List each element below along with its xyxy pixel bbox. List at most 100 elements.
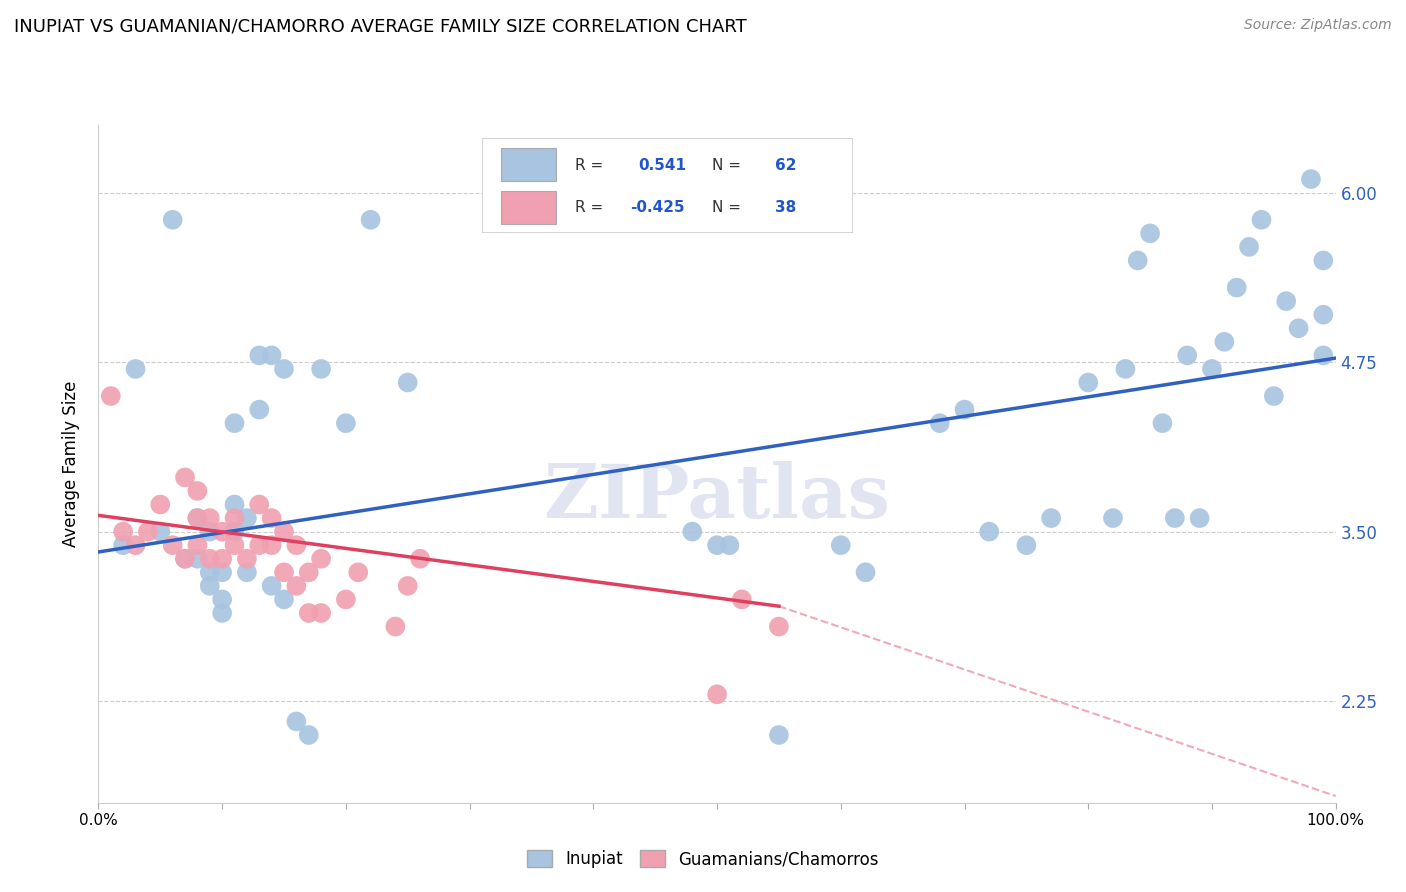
Point [186,511,208,525]
Point [298,566,321,580]
Y-axis label: Average Family Size: Average Family Size [62,381,80,547]
Point [260,511,283,525]
Point [112,538,135,552]
Point [124,538,146,552]
Point [335,592,357,607]
Point [1288,321,1310,335]
Point [309,362,332,376]
Point [260,348,283,362]
Point [124,362,146,376]
Point [855,566,877,580]
Point [162,538,184,552]
Point [224,511,246,525]
Point [211,606,233,620]
Point [1213,334,1236,349]
Point [186,538,208,552]
Point [273,566,295,580]
Point [1237,240,1260,254]
Point [198,551,221,566]
Point [211,566,233,580]
Point [186,511,208,525]
Point [198,566,221,580]
Point [979,524,1001,539]
Point [384,619,406,633]
Point [298,606,321,620]
Point [1164,511,1187,525]
Point [309,606,332,620]
Point [360,212,382,227]
Point [162,212,184,227]
Point [830,538,852,552]
Point [1040,511,1063,525]
Point [1102,511,1125,525]
Point [1152,416,1174,430]
Point [285,579,308,593]
Point [1263,389,1285,403]
Point [706,687,728,701]
Point [198,524,221,539]
Point [236,511,259,525]
Legend: Inupiat, Guamanians/Chamorros: Inupiat, Guamanians/Chamorros [520,843,886,875]
Point [174,551,197,566]
Point [174,470,197,484]
Point [211,592,233,607]
Point [768,728,790,742]
Point [247,402,270,417]
Point [198,511,221,525]
Point [1312,308,1334,322]
Text: ZIPatlas: ZIPatlas [544,461,890,534]
Point [1312,348,1334,362]
Point [273,524,295,539]
Text: Source: ZipAtlas.com: Source: ZipAtlas.com [1244,18,1392,32]
Point [309,551,332,566]
Point [731,592,754,607]
Point [1126,253,1149,268]
Point [928,416,950,430]
Point [247,348,270,362]
Point [1250,212,1272,227]
Point [136,524,159,539]
Point [247,538,270,552]
Point [149,524,172,539]
Point [1188,511,1211,525]
Point [260,579,283,593]
Point [1201,362,1223,376]
Point [1175,348,1198,362]
Point [1312,253,1334,268]
Point [260,538,283,552]
Point [396,579,419,593]
Point [224,538,246,552]
Point [112,524,135,539]
Point [224,524,246,539]
Point [285,714,308,729]
Point [1226,280,1249,294]
Point [285,538,308,552]
Point [1114,362,1136,376]
Point [1275,294,1298,309]
Point [149,498,172,512]
Point [174,551,197,566]
Point [706,538,728,552]
Point [224,498,246,512]
Point [236,566,259,580]
Point [211,524,233,539]
Point [718,538,741,552]
Point [224,416,246,430]
Point [396,376,419,390]
Point [1015,538,1038,552]
Point [236,551,259,566]
Point [1299,172,1322,186]
Point [1077,376,1099,390]
Point [335,416,357,430]
Text: INUPIAT VS GUAMANIAN/CHAMORRO AVERAGE FAMILY SIZE CORRELATION CHART: INUPIAT VS GUAMANIAN/CHAMORRO AVERAGE FA… [14,18,747,36]
Point [273,362,295,376]
Point [273,592,295,607]
Point [247,498,270,512]
Point [198,579,221,593]
Point [186,551,208,566]
Point [186,483,208,498]
Point [768,619,790,633]
Point [298,728,321,742]
Point [1139,227,1161,241]
Point [211,551,233,566]
